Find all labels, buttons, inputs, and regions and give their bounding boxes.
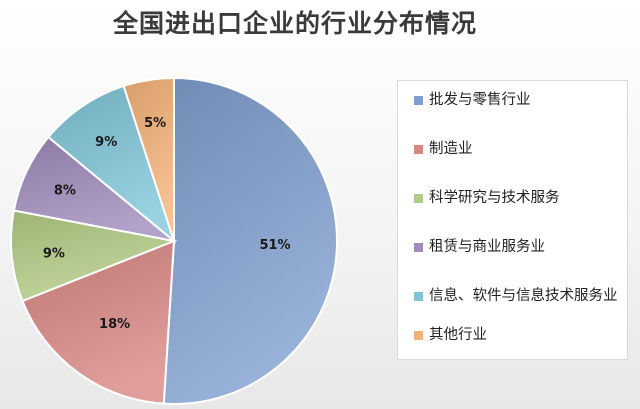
data-label: 9% [95,135,117,150]
pie-slice [10,209,178,303]
legend-swatch [414,243,423,252]
data-label: 18% [99,317,130,332]
legend-swatch [414,194,423,203]
legend-label: 科学研究与技术服务 [429,190,560,206]
legend-swatch [414,96,423,105]
legend-item: 制造业 [414,140,619,159]
data-label: 51% [259,238,290,253]
pie-slice [46,84,177,244]
legend: 批发与零售行业 制造业科学研究与技术服务 租赁与商业服务业信息、软件与信息技术服务业… [397,80,628,360]
legend-item: 其他行业 [414,326,619,345]
legend-swatch [414,145,423,154]
legend-item: 租赁与商业服务业 [414,238,619,257]
chart-title: 全国进出口企业的行业分布情况 [112,9,477,38]
pie-slice [21,239,176,405]
legend-swatch [414,292,423,301]
legend-label: 其他行业 [429,327,487,343]
data-label: 9% [43,246,65,261]
legend-swatch [414,331,423,340]
legend-item: 信息、软件与信息技术服务业 [414,287,619,306]
legend-label: 信息、软件与信息技术服务业 [429,288,618,304]
data-label: 5% [144,116,166,131]
legend-item: 科学研究与技术服务 [414,189,619,208]
pie-slice [122,76,175,242]
legend-label: 租赁与商业服务业 [429,239,545,255]
legend-label: 批发与零售行业 [429,92,531,108]
data-label: 8% [54,184,76,199]
legend-label: 制造业 [429,141,473,157]
legend-item: 批发与零售行业 [414,91,619,110]
pie-slice [162,76,338,405]
